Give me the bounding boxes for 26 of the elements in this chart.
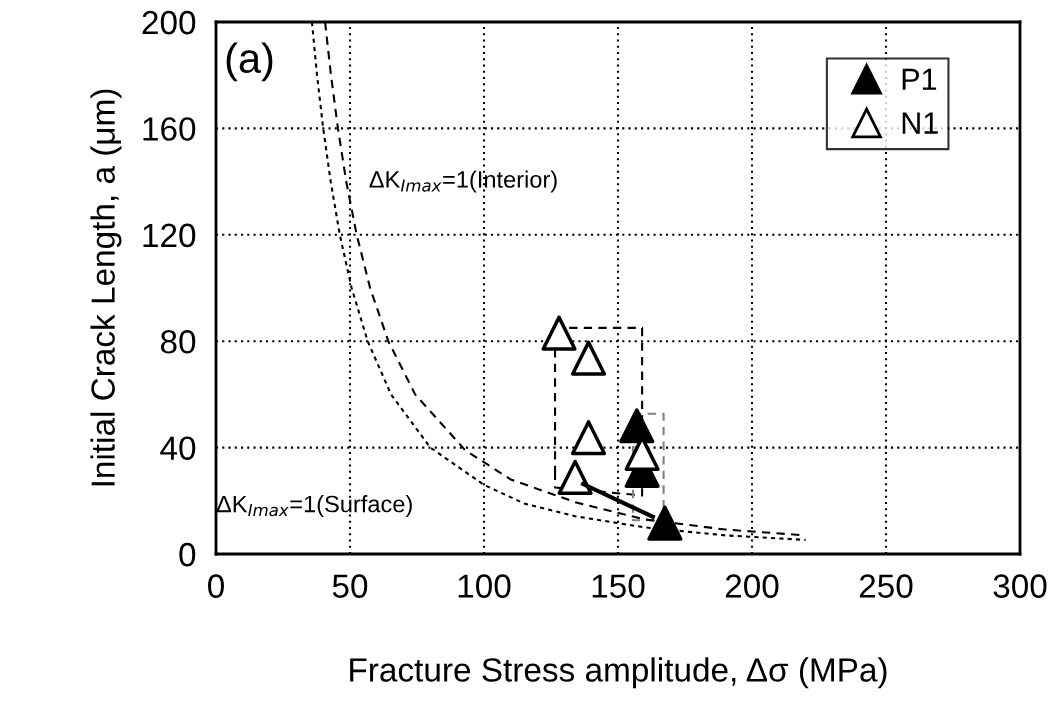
- point: [570, 420, 607, 456]
- x-tick-label: 300: [993, 574, 1047, 598]
- y-axis-title: Initial Crack Length, a (μm): [90, 89, 122, 486]
- x-tick-label: 0: [208, 574, 224, 598]
- y-tick-label: 80: [160, 330, 196, 354]
- point: [619, 408, 655, 444]
- annotation: (a): [226, 42, 273, 82]
- x-axis-title: Fracture Stress amplitude, Δσ (MPa): [350, 657, 887, 689]
- x-tick-label: 50: [332, 574, 368, 598]
- point: [541, 315, 577, 351]
- y-tick-label: 200: [142, 10, 196, 35]
- point: [557, 459, 593, 495]
- x-tick-label: 250: [859, 574, 913, 598]
- y-tick-label: 160: [143, 117, 196, 141]
- point: [570, 340, 607, 376]
- y-tick-label: 120: [143, 223, 196, 248]
- y-tick-label: 40: [160, 436, 196, 461]
- annotation: ΔK$_{Imax}$=1(Interior): [369, 170, 557, 193]
- legend-label: P1: [902, 68, 937, 90]
- legend-label: N1: [902, 112, 938, 134]
- annotation: ΔK$_{Imax}$=1(Surface): [216, 495, 412, 518]
- x-tick-label: 150: [592, 574, 645, 598]
- y-tick-label: 0: [179, 542, 196, 567]
- x-tick-label: 200: [725, 574, 779, 598]
- point: [647, 505, 683, 541]
- x-tick-label: 100: [458, 574, 511, 598]
